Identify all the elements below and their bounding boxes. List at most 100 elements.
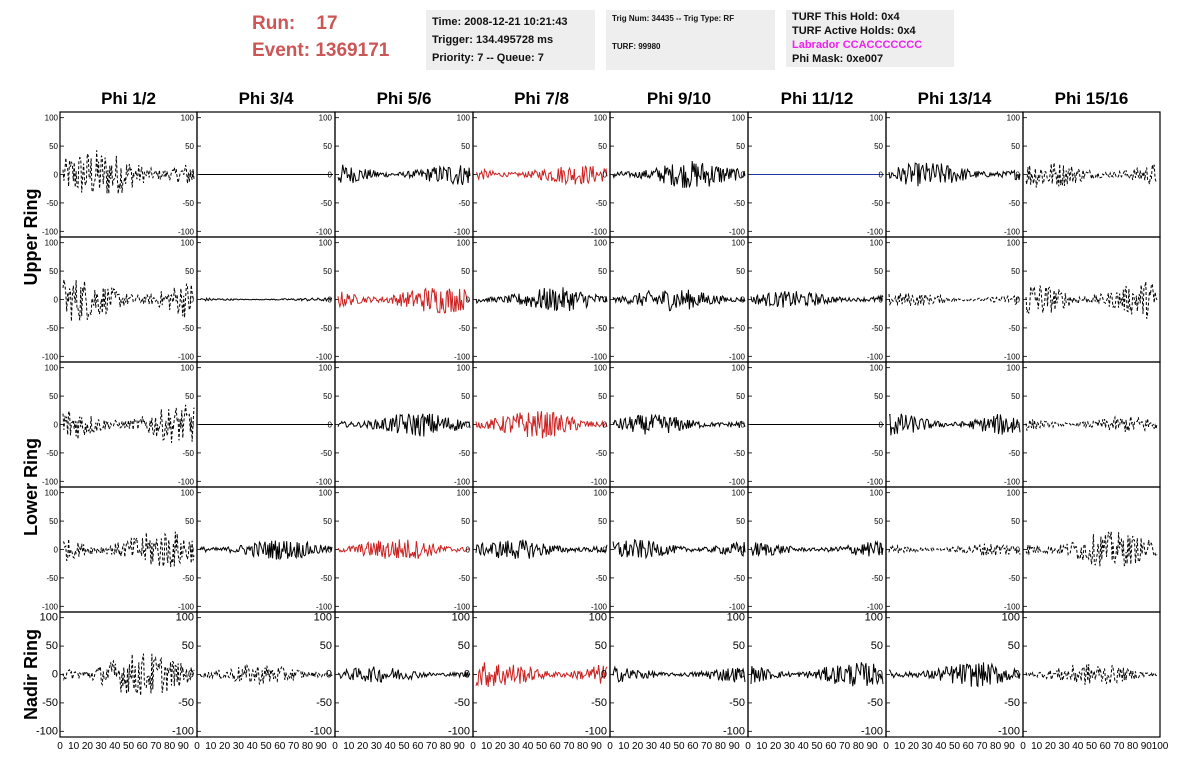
x-tick-label: 50 <box>536 741 548 752</box>
y-tick-label: 100 <box>594 364 608 373</box>
y-tick-label: 50 <box>598 267 607 276</box>
y-tick-label: 50 <box>598 142 607 151</box>
y-tick-label: 50 <box>1008 640 1020 652</box>
column-title: Phi 15/16 <box>1055 89 1129 108</box>
waveform-trace <box>338 539 470 558</box>
x-tick-label: 60 <box>137 741 149 752</box>
y-tick-label: 50 <box>874 517 883 526</box>
y-tick-label: 0 <box>328 296 333 305</box>
y-tick-label: 100 <box>1007 239 1021 248</box>
y-tick-label: 50 <box>1011 267 1020 276</box>
x-tick-label: 50 <box>123 741 135 752</box>
waveform-trace <box>476 540 607 559</box>
waveform-trace <box>476 287 607 311</box>
y-tick-label: 0 <box>1016 171 1021 180</box>
y-tick-label: 100 <box>457 114 471 123</box>
y-tick-label: 100 <box>594 489 608 498</box>
y-tick-label: -100 <box>454 602 471 611</box>
y-tick-label: -100 <box>867 477 884 486</box>
x-tick-label: 50 <box>398 741 410 752</box>
x-tick-label: 20 <box>632 741 644 752</box>
y-tick-label: -50 <box>871 574 883 583</box>
waveform-trace <box>338 288 470 313</box>
y-tick-label: 100 <box>732 239 746 248</box>
y-tick-label: -50 <box>595 324 607 333</box>
waveform-trace <box>613 667 745 682</box>
y-tick-label: 0 <box>466 546 471 555</box>
y-tick-label: -100 <box>1004 352 1021 361</box>
waveform-trace <box>338 667 470 683</box>
x-tick-label: 50 <box>260 741 272 752</box>
y-tick-label: -100 <box>316 602 333 611</box>
y-tick-label: 50 <box>185 267 194 276</box>
y-tick-label: -100 <box>454 352 471 361</box>
y-tick-label: 100 <box>870 364 884 373</box>
y-tick-label: 0 <box>877 669 883 681</box>
y-tick-label: 0 <box>741 296 746 305</box>
x-tick-label: 80 <box>853 741 865 752</box>
y-tick-label: -50 <box>1008 449 1020 458</box>
y-tick-label: -100 <box>591 352 608 361</box>
y-tick-label: -100 <box>316 227 333 236</box>
y-tick-label: 0 <box>54 421 59 430</box>
y-tick-label: -50 <box>320 324 332 333</box>
y-tick-label: -50 <box>733 324 745 333</box>
y-tick-label: -100 <box>178 477 195 486</box>
y-tick-label: -100 <box>998 725 1020 737</box>
x-tick-label: 30 <box>646 741 658 752</box>
y-tick-label: -100 <box>591 602 608 611</box>
y-tick-label: 100 <box>40 612 58 624</box>
waveform-trace <box>613 414 745 434</box>
x-tick-label: 20 <box>1045 741 1057 752</box>
y-tick-label: 50 <box>1011 517 1020 526</box>
y-tick-label: 50 <box>182 640 194 652</box>
y-tick-label: 0 <box>879 296 884 305</box>
y-tick-label: 100 <box>457 489 471 498</box>
waveform-trace <box>200 665 332 684</box>
y-tick-label: 0 <box>190 546 195 555</box>
x-tick-label: 30 <box>371 741 383 752</box>
x-tick-label: 0 <box>1020 741 1026 752</box>
y-tick-label: 0 <box>466 171 471 180</box>
x-tick-label: 70 <box>839 741 851 752</box>
y-tick-label: -50 <box>733 199 745 208</box>
y-tick-label: 50 <box>736 392 745 401</box>
y-tick-label: 0 <box>1014 669 1020 681</box>
y-tick-label: -100 <box>42 477 59 486</box>
waveform-trace <box>338 165 470 185</box>
y-tick-label: 0 <box>879 171 884 180</box>
y-tick-label: 50 <box>185 392 194 401</box>
y-tick-label: 50 <box>874 392 883 401</box>
x-tick-label: 80 <box>440 741 452 752</box>
column-title: Phi 5/6 <box>377 89 432 108</box>
y-tick-label: 100 <box>870 239 884 248</box>
y-tick-label: 0 <box>1016 296 1021 305</box>
y-tick-label: 0 <box>601 669 607 681</box>
y-tick-label: -50 <box>595 574 607 583</box>
y-tick-label: 0 <box>54 546 59 555</box>
panel-frame <box>1023 612 1160 737</box>
row-label: Upper Ring <box>21 189 41 286</box>
y-tick-label: -100 <box>867 602 884 611</box>
x-tick-label: 40 <box>522 741 534 752</box>
y-tick-label: -100 <box>316 352 333 361</box>
x-tick-label: 90 <box>591 741 603 752</box>
y-tick-label: -50 <box>42 697 58 709</box>
waveform-trace <box>751 542 883 556</box>
y-tick-label: -100 <box>42 352 59 361</box>
panel-frame <box>60 362 197 487</box>
x-tick-label: 30 <box>509 741 521 752</box>
y-tick-label: 100 <box>1007 364 1021 373</box>
y-tick-label: 0 <box>741 171 746 180</box>
y-tick-label: -50 <box>182 324 194 333</box>
y-tick-label: 100 <box>727 612 745 624</box>
y-tick-label: 50 <box>323 392 332 401</box>
waveform-trace <box>476 411 607 438</box>
column-title: Phi 11/12 <box>781 89 854 108</box>
x-tick-label: 50 <box>673 741 685 752</box>
x-tick-label: 30 <box>922 741 934 752</box>
y-tick-label: 50 <box>874 142 883 151</box>
x-tick-label: 70 <box>426 741 438 752</box>
y-tick-label: -50 <box>46 199 58 208</box>
x-tick-label: 50 <box>1086 741 1098 752</box>
